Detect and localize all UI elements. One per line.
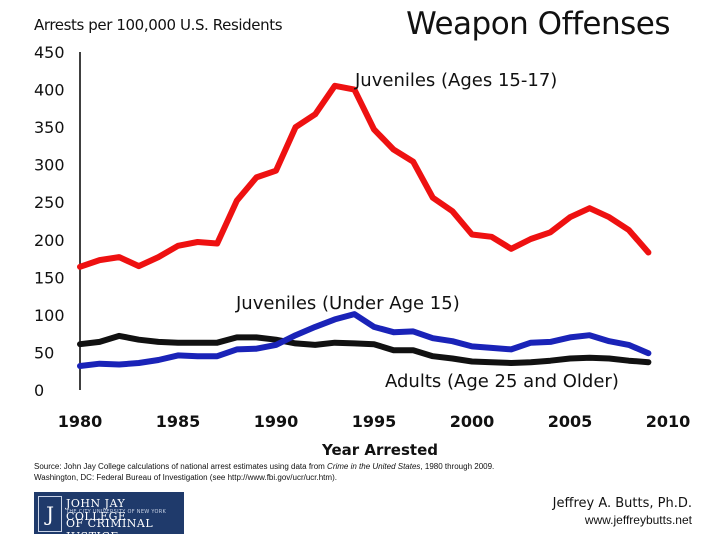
x-tick-label: 1995 [352,412,397,431]
x-tick-label: 2000 [450,412,495,431]
y-tick-label: 300 [34,156,65,175]
john-jay-logo: J JOHN JAY COLLEGE THE CITY UNIVERSITY O… [34,492,184,543]
y-tick-label: 150 [34,268,65,287]
y-axis-title: Arrests per 100,000 U.S. Residents [34,16,283,34]
author-name: Jeffrey A. Butts, Ph.D. [552,496,692,511]
series-annotation: Juveniles (Under Age 15) [235,293,460,314]
line-chart: 0 50 100 150 200 250 300 350 400 450 1980 1985 1990 1… [34,43,691,459]
chart-title: Weapon Offenses [406,6,670,42]
series-line-2 [77,311,652,369]
source-prefix: Source: John Jay College calculations of… [34,462,328,471]
x-tick-label: 1990 [254,412,299,431]
y-tick-label: 350 [34,118,65,137]
y-tick-label: 0 [34,381,44,400]
source-suffix: , 1980 through 2009. [420,462,495,471]
y-tick-label: 400 [34,81,65,100]
y-tick-label: 450 [34,43,65,62]
logo-emblem: J [38,496,62,532]
x-tick-label: 2005 [548,412,593,431]
y-tick-label: 100 [34,306,65,325]
y-tick-label: 50 [34,343,54,362]
logo-line3: OF CRIMINAL JUSTICE [66,517,154,543]
source-line2: Washington, DC: Federal Bureau of Invest… [34,473,337,482]
series-line-1 [77,82,652,270]
series-line-3 [77,332,652,366]
author-website: www.jeffreybutts.net [584,513,692,527]
series-annotation: Adults (Age 25 and Older) [385,371,619,392]
logo-line1: JOHN JAY COLLEGE [66,497,127,523]
x-tick-label: 1985 [156,412,201,431]
x-axis-title: Year Arrested [321,441,438,459]
source-note: Source: John Jay College calculations of… [34,461,594,483]
series-annotation: Juveniles (Ages 15-17) [354,70,557,91]
logo-line2: THE CITY UNIVERSITY OF NEW YORK [66,509,167,515]
y-tick-label: 200 [34,231,65,250]
y-tick-label: 250 [34,193,65,212]
source-italic: Crime in the United States [327,462,421,471]
x-tick-label: 1980 [58,412,103,431]
x-tick-label: 2010 [646,412,691,431]
